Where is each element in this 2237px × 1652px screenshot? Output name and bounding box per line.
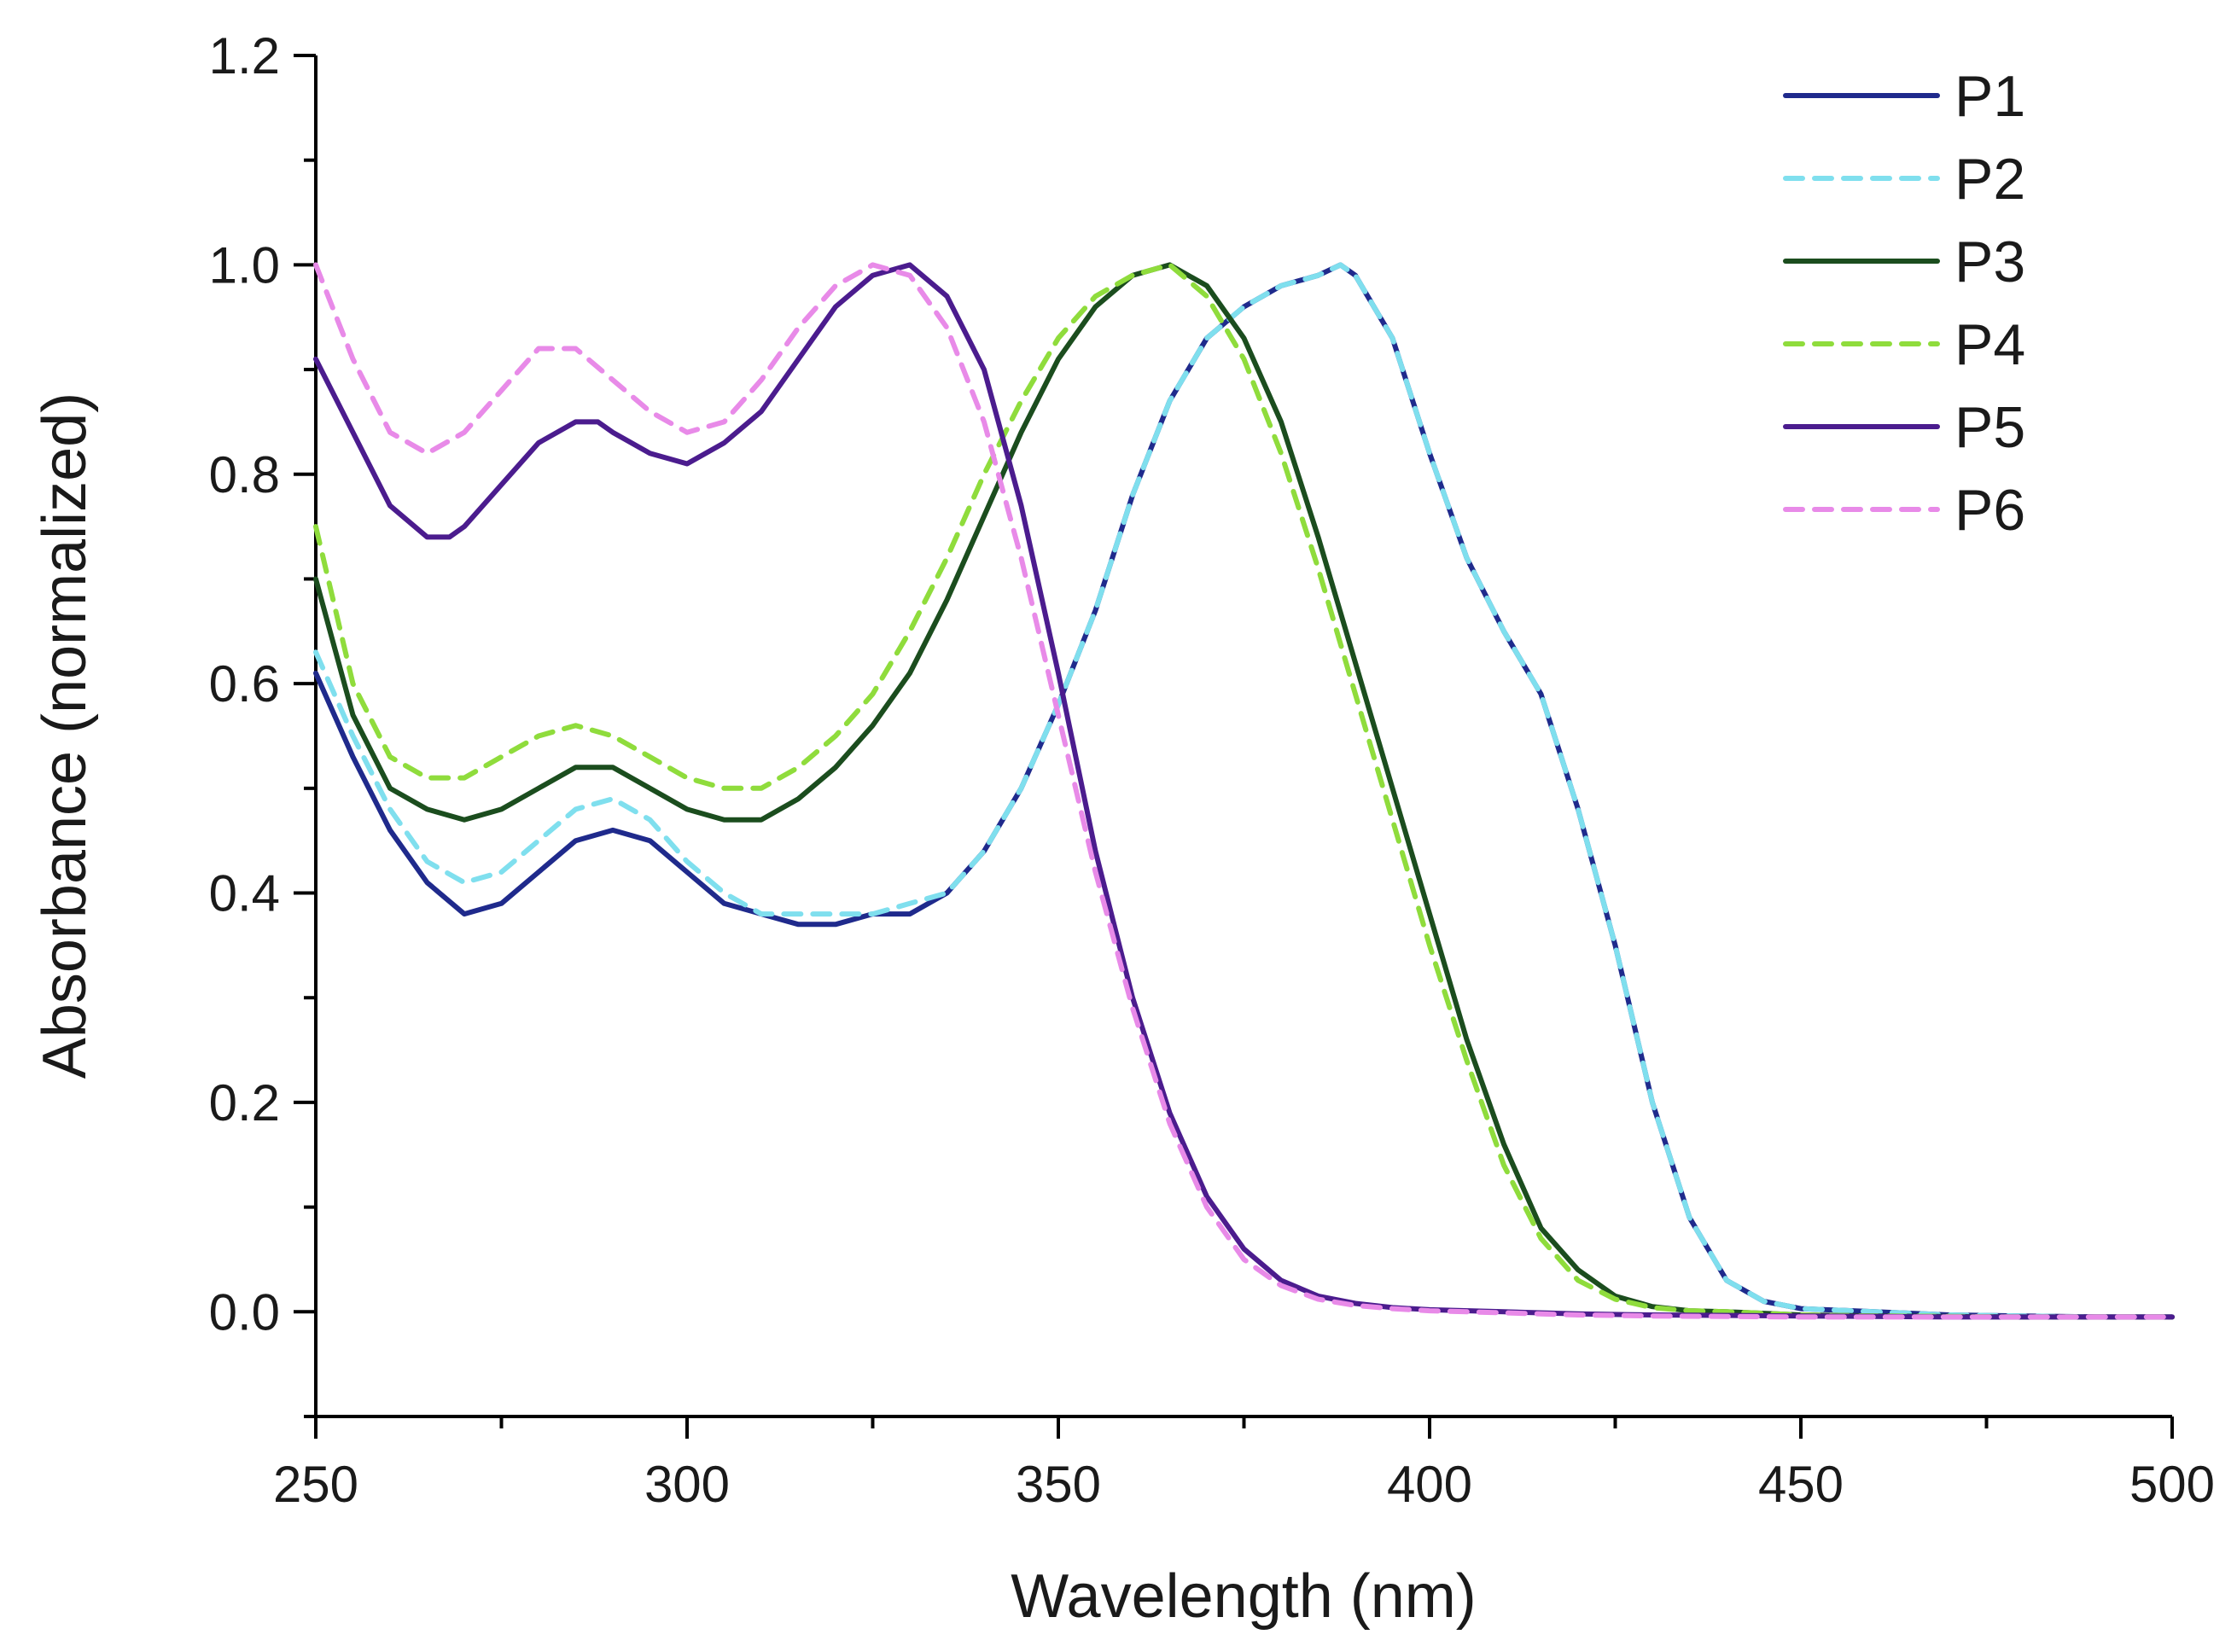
legend-label-p5: P5	[1954, 395, 2025, 460]
y-axis-label: Absorbance (normalized)	[31, 393, 99, 1079]
x-tick-label: 500	[2129, 1456, 2215, 1513]
y-tick-label: 1.0	[209, 236, 280, 294]
series-layer	[313, 262, 2175, 1320]
legend-label-p2: P2	[1954, 147, 2025, 212]
x-axis-label: Wavelength (nm)	[1011, 1562, 1477, 1631]
series-line-p6	[313, 262, 2175, 1320]
x-tick-label: 300	[644, 1456, 730, 1513]
series-line-p5	[313, 262, 2175, 1320]
series-line-p4	[313, 262, 2175, 1320]
x-tick-label: 350	[1016, 1456, 1101, 1513]
legend-label-p1: P1	[1954, 64, 2025, 129]
y-tick-label: 0.6	[209, 655, 280, 713]
x-ticks: 250 300 350 400 450 500	[273, 1416, 2215, 1513]
x-tick-label: 400	[1387, 1456, 1472, 1513]
legend: P1 P2 P3 P4 P5 P6	[1783, 64, 2025, 543]
series-line-p2	[313, 262, 2175, 1320]
x-tick-label: 450	[1758, 1456, 1844, 1513]
legend-label-p6: P6	[1954, 478, 2025, 543]
y-tick-label: 0.8	[209, 446, 280, 503]
legend-label-p4: P4	[1954, 312, 2025, 377]
y-tick-label: 0.0	[209, 1283, 280, 1341]
y-tick-label: 1.2	[209, 27, 280, 84]
x-tick-label: 250	[273, 1456, 358, 1513]
y-tick-label: 0.2	[209, 1074, 280, 1131]
y-ticks: 0.0 0.2 0.4 0.6 0.8 1.0 1.2	[209, 27, 316, 1418]
y-tick-label: 0.4	[209, 865, 280, 922]
legend-label-p3: P3	[1954, 230, 2025, 294]
series-line-p3	[313, 262, 2175, 1320]
